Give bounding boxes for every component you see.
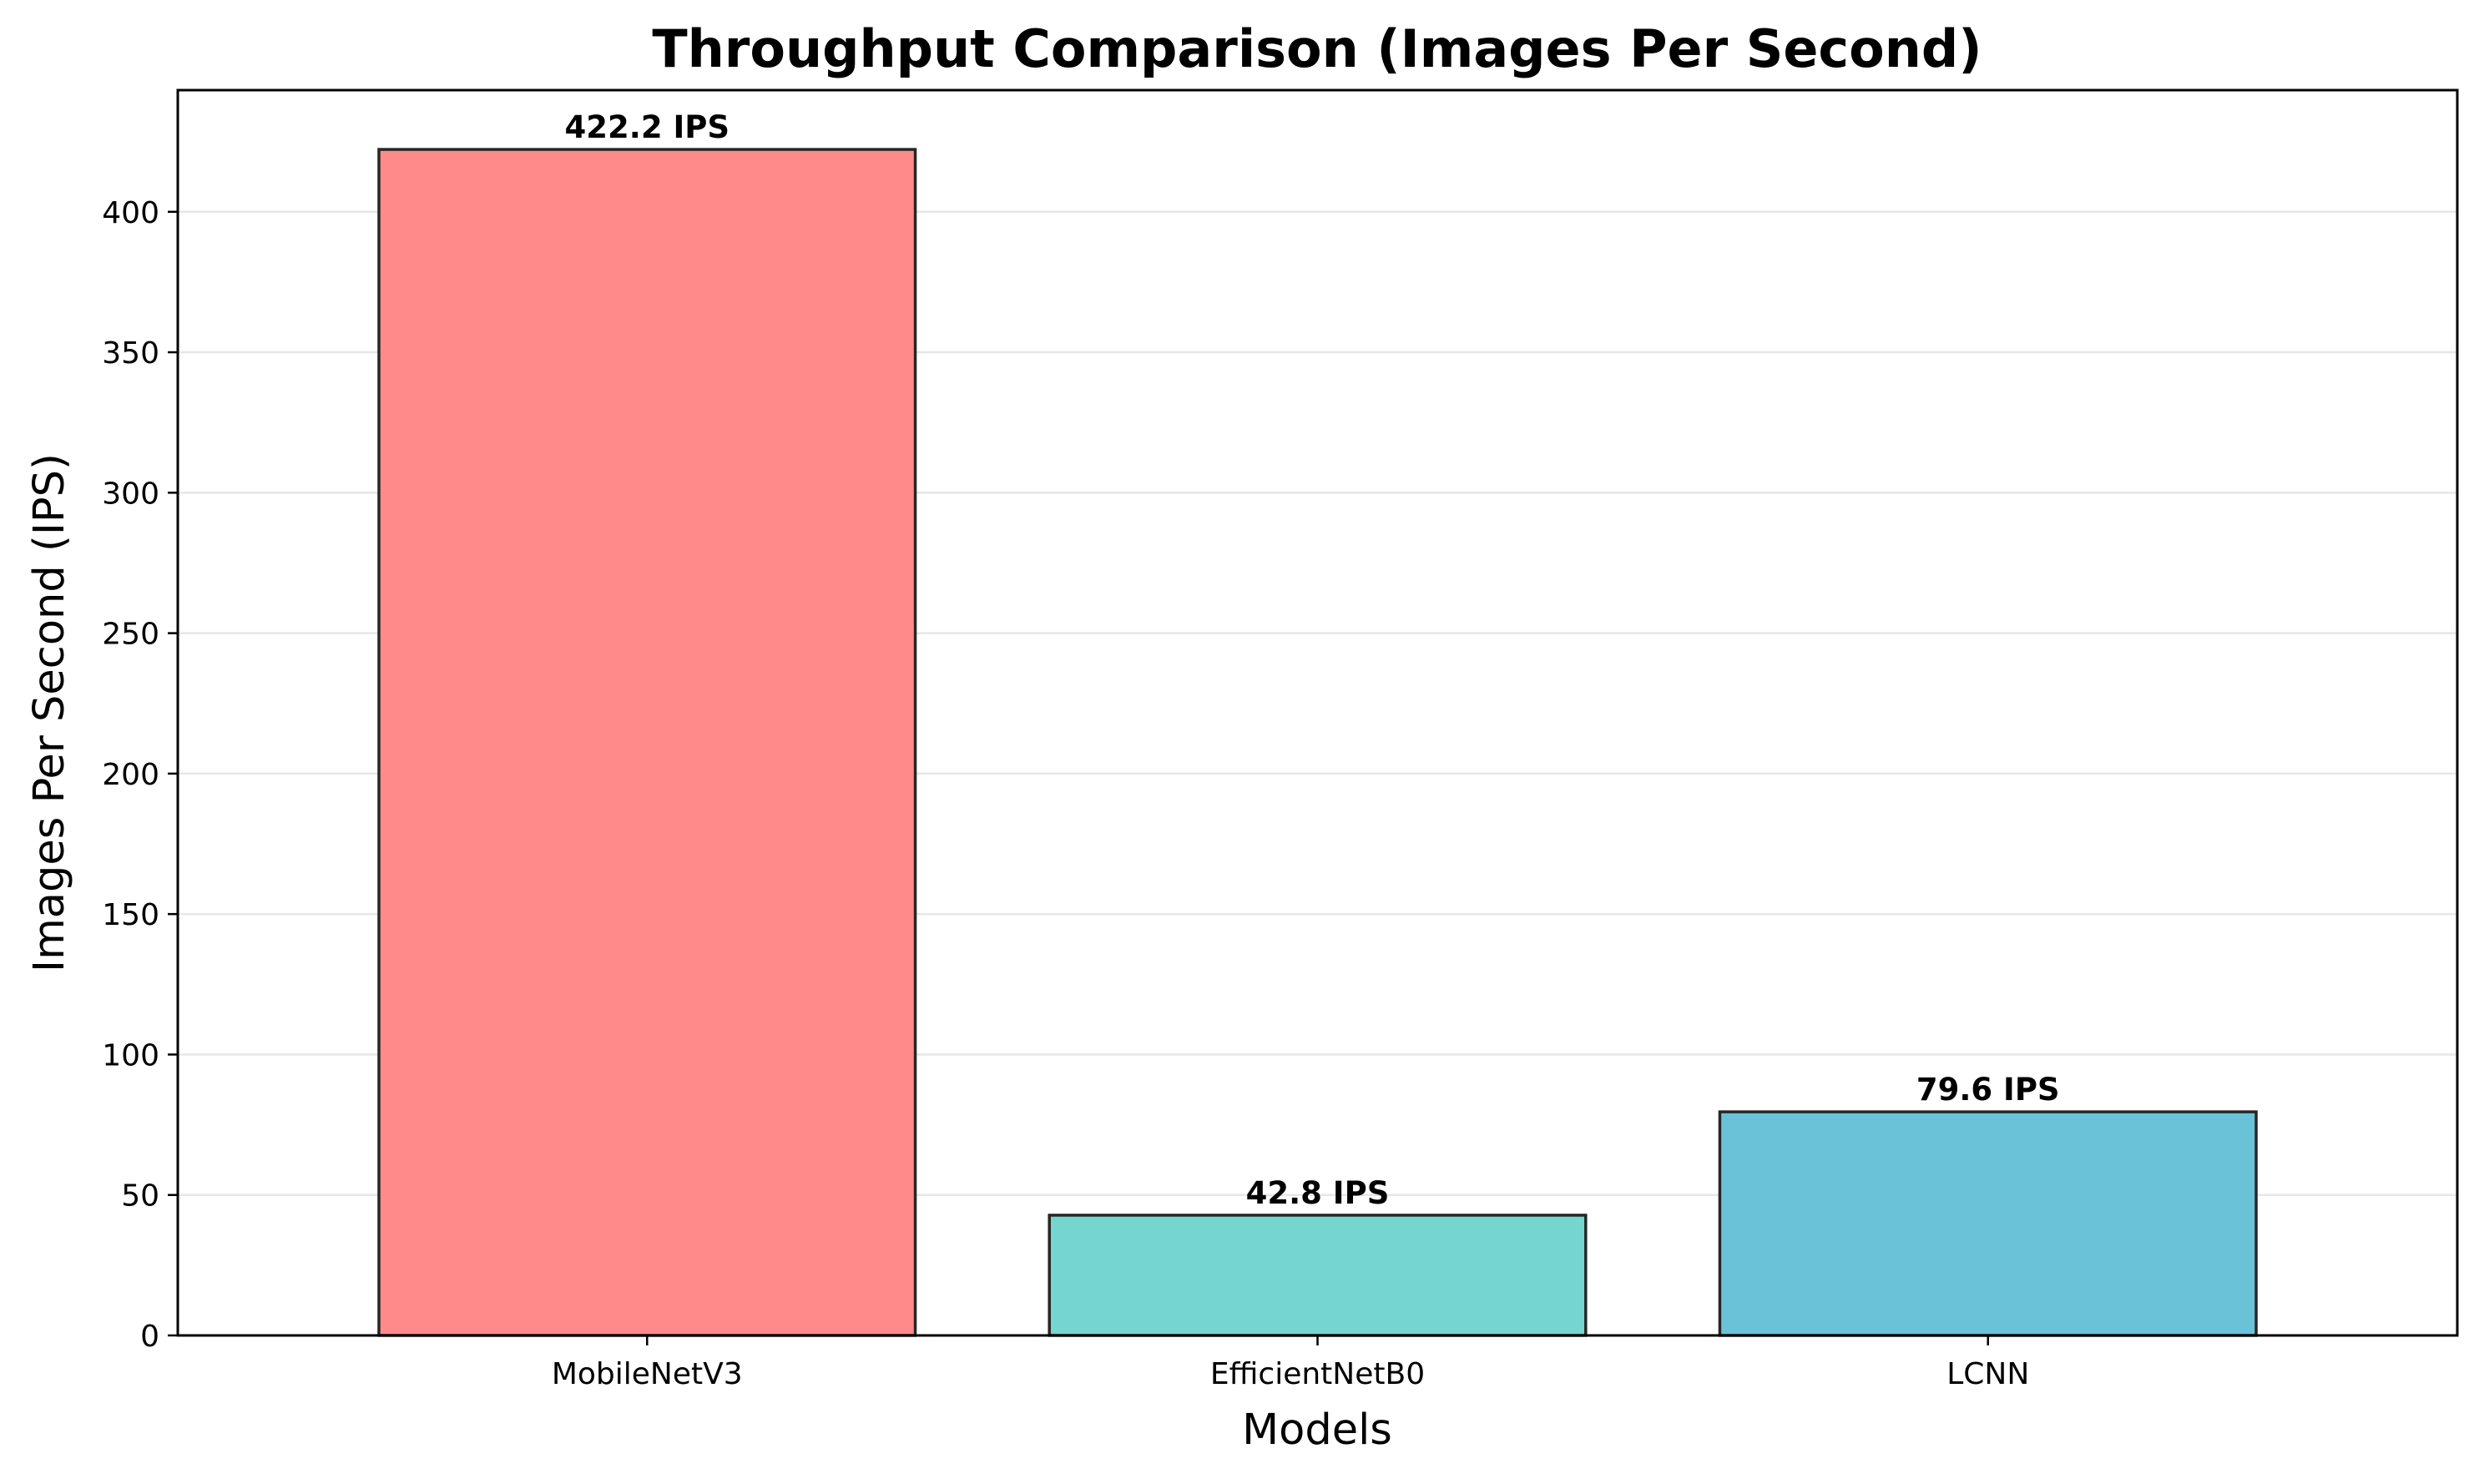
y-axis-label: Images Per Second (IPS)	[25, 453, 74, 972]
bar-mobilenetv3	[377, 148, 917, 1337]
y-tick-label: 100	[102, 1038, 159, 1073]
x-tick-label: EfficientNetB0	[1210, 1357, 1425, 1391]
chart-title: Throughput Comparison (Images Per Second…	[652, 18, 1982, 79]
y-axis-ticks: 0 50 100 150 200 250 300 350 400	[102, 196, 178, 1354]
x-axis-label: Models	[1242, 1406, 1392, 1455]
bar-lcnn	[1718, 1110, 2258, 1337]
bar-value-label: 79.6 IPS	[1916, 1072, 2060, 1108]
y-tick-label: 150	[102, 898, 159, 932]
y-tick-label: 200	[102, 758, 159, 792]
data-labels: 422.2 IPS 42.8 IPS 79.6 IPS	[565, 109, 2060, 1211]
y-tick-label: 250	[102, 618, 159, 652]
x-tick-label: MobileNetV3	[552, 1357, 743, 1391]
y-tick-label: 300	[102, 477, 159, 511]
y-tick-label: 50	[121, 1179, 159, 1214]
y-tick-label: 400	[102, 196, 159, 230]
x-tick-label: LCNN	[1946, 1357, 2029, 1391]
bar-value-label: 422.2 IPS	[565, 109, 730, 145]
x-axis-ticks: MobileNetV3 EfficientNetB0 LCNN	[552, 1335, 2029, 1391]
y-tick-label: 350	[102, 336, 159, 371]
y-tick-label: 0	[140, 1320, 159, 1354]
bar-efficientnetb0	[1048, 1214, 1588, 1337]
bar-value-label: 42.8 IPS	[1246, 1175, 1390, 1211]
bars	[377, 148, 2258, 1337]
